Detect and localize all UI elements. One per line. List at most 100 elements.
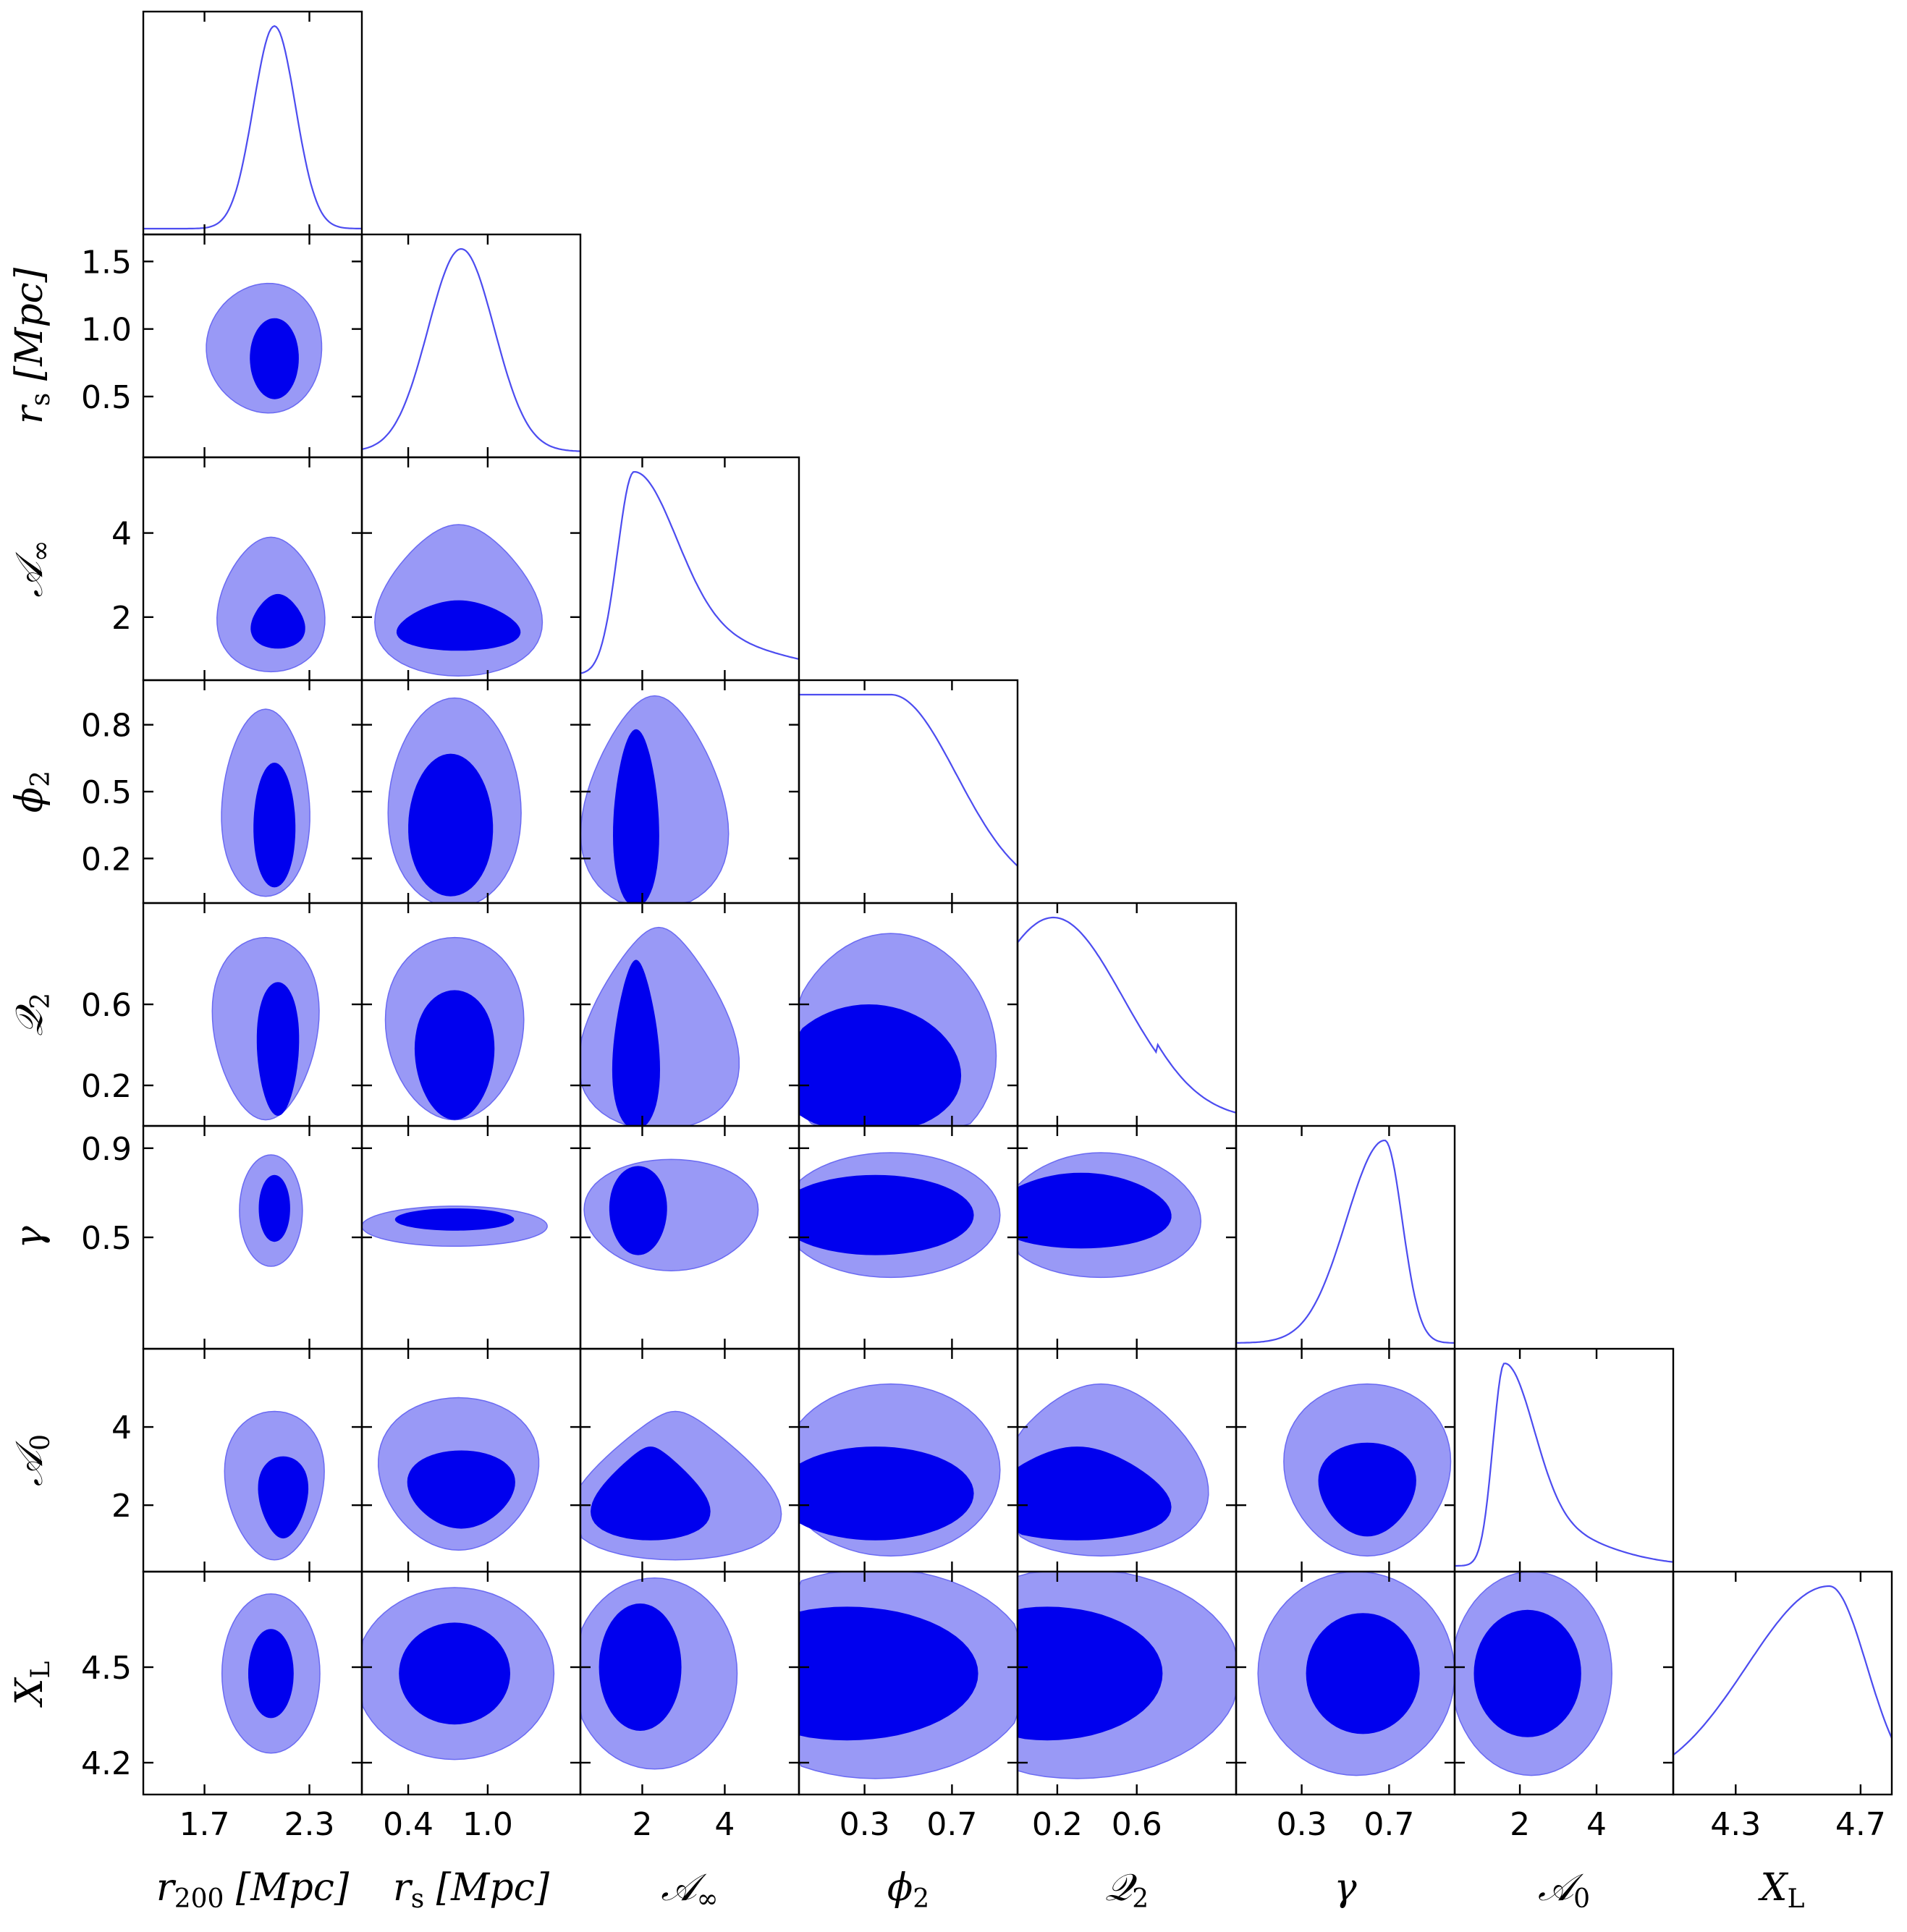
panel-frame [142, 10, 363, 236]
x-tick-label-r200: 2.3 [284, 1806, 335, 1843]
y-tick-label-rs: 1.5 [81, 244, 132, 281]
contour-68-r200-A0 [258, 1456, 309, 1539]
contour-panel-r200-XL [142, 1570, 363, 1796]
y-axis-label-phi2: ϕ2 [8, 771, 56, 813]
contour-68-r200-XL [248, 1629, 294, 1719]
contour-68-gamma-A0 [1318, 1442, 1416, 1537]
contour-68-rs-A0 [407, 1450, 515, 1529]
contour-panel-gamma-XL [1235, 1570, 1456, 1796]
x-tick-label-A0: 2 [1510, 1806, 1530, 1843]
contour-68-r200-rs [250, 318, 299, 399]
y-axis-label-rs: rs [Mpc] [8, 267, 56, 424]
contour-panel-r200-A0 [142, 1347, 363, 1573]
x-axis-label-A0: 𝒜0 [1538, 1866, 1590, 1914]
marginal-curve-gamma [1236, 1139, 1455, 1344]
contour-68-rs-gamma [394, 1208, 515, 1231]
contour-68-Q2-XL [1018, 1606, 1163, 1741]
marginal-panel-rs [360, 233, 582, 459]
x-tick-label-gamma: 0.3 [1277, 1806, 1327, 1843]
marginal-curve-rs [361, 248, 581, 452]
y-tick-label-Ainf: 2 [111, 600, 132, 637]
y-axis-label-A0: 𝒜0 [8, 1434, 56, 1486]
y-tick-label-rs: 0.5 [81, 379, 132, 416]
contour-68-rs-phi2 [408, 753, 494, 897]
contour-panel-Ainf-XL [579, 1570, 800, 1796]
y-axis-label-Ainf: 𝒜∞ [8, 540, 56, 597]
contour-68-r200-phi2 [253, 763, 296, 888]
contour-panel-Ainf-gamma [579, 1124, 800, 1350]
marginal-panel-r200 [142, 10, 363, 236]
contour-68-A0-XL [1473, 1609, 1581, 1737]
y-tick-label-phi2: 0.8 [81, 708, 132, 745]
contour-panel-Ainf-phi2 [579, 679, 800, 904]
y-axis-label-Q2: 𝒬2 [8, 993, 56, 1036]
x-tick-label-rs: 0.4 [383, 1806, 434, 1843]
contour-68-phi2-Q2 [799, 1004, 962, 1126]
contour-68-Ainf-XL [599, 1603, 682, 1731]
contour-panel-r200-Ainf [142, 456, 363, 682]
x-tick-label-r200: 1.7 [179, 1806, 230, 1843]
panel-frame [1016, 902, 1238, 1127]
x-axis-label-XL: XL [1758, 1866, 1805, 1914]
y-tick-label-phi2: 0.2 [81, 841, 132, 878]
contour-68-Ainf-gamma [609, 1166, 667, 1255]
contour-68-r200-Ainf [250, 593, 305, 649]
x-tick-label-Q2: 0.2 [1032, 1806, 1083, 1843]
y-tick-label-gamma: 0.9 [81, 1131, 132, 1168]
contour-panel-Ainf-A0 [579, 1347, 800, 1573]
x-axis-label-r200: r200 [Mpc] [156, 1866, 350, 1914]
contour-68-rs-XL [399, 1622, 510, 1725]
panel-frame [798, 679, 1019, 904]
x-axis-label-gamma: γ [1334, 1866, 1357, 1910]
panel-frame [1453, 1347, 1675, 1573]
marginal-panel-XL [1672, 1570, 1893, 1796]
contour-68-phi2-gamma [799, 1174, 974, 1255]
contour-panel-r200-phi2 [142, 679, 363, 904]
contour-68-r200-Q2 [256, 982, 300, 1116]
marginal-curve-phi2 [799, 693, 1018, 867]
contour-95-Ainf-Q2 [580, 926, 740, 1127]
marginal-panel-phi2 [798, 679, 1019, 904]
contour-panel-phi2-gamma [798, 1124, 1019, 1350]
panel-frame [1672, 1570, 1893, 1796]
x-tick-label-phi2: 0.3 [840, 1806, 890, 1843]
x-tick-label-XL: 4.7 [1835, 1806, 1886, 1843]
contour-panel-rs-A0 [360, 1347, 582, 1573]
y-tick-label-A0: 4 [111, 1410, 132, 1446]
contour-panel-r200-gamma [142, 1124, 363, 1350]
contour-panel-phi2-A0 [798, 1347, 1019, 1573]
contour-panel-r200-Q2 [142, 902, 363, 1127]
x-axis-label-Q2: 𝒬2 [1105, 1866, 1149, 1914]
contour-panel-Q2-gamma [1016, 1124, 1238, 1350]
y-axis-label-gamma: γ [8, 1226, 51, 1249]
x-axis-label-rs: rs [Mpc] [393, 1866, 550, 1914]
contour-68-Ainf-phi2 [613, 729, 659, 903]
contour-68-Ainf-A0 [591, 1446, 711, 1541]
contour-panel-rs-phi2 [360, 679, 582, 904]
y-tick-label-Q2: 0.2 [81, 1068, 132, 1105]
contour-panel-rs-Q2 [360, 902, 582, 1127]
x-tick-label-Ainf: 2 [632, 1806, 652, 1843]
contour-panel-rs-XL [360, 1570, 582, 1796]
marginal-curve-A0 [1455, 1363, 1674, 1567]
marginal-curve-Q2 [1017, 916, 1237, 1114]
marginal-curve-Ainf [580, 470, 800, 674]
y-tick-label-XL: 4.2 [81, 1745, 132, 1782]
contour-68-Ainf-Q2 [612, 959, 660, 1126]
contour-panel-Ainf-Q2 [579, 902, 800, 1127]
marginal-panel-Ainf [579, 456, 800, 682]
contour-68-r200-gamma [258, 1174, 290, 1242]
y-tick-label-Ainf: 4 [111, 516, 132, 553]
x-tick-label-A0: 4 [1586, 1806, 1607, 1843]
contour-panel-gamma-A0 [1235, 1347, 1456, 1573]
contour-68-phi2-XL [799, 1606, 978, 1741]
marginal-curve-XL [1673, 1585, 1893, 1756]
contour-68-phi2-A0 [799, 1446, 974, 1541]
contour-panel-phi2-Q2 [798, 902, 1019, 1127]
x-tick-label-phi2: 0.7 [926, 1806, 977, 1843]
x-tick-label-gamma: 0.7 [1363, 1806, 1414, 1843]
contour-panel-phi2-XL [798, 1570, 1019, 1796]
x-tick-label-XL: 4.3 [1710, 1806, 1761, 1843]
y-tick-label-A0: 2 [111, 1488, 132, 1525]
